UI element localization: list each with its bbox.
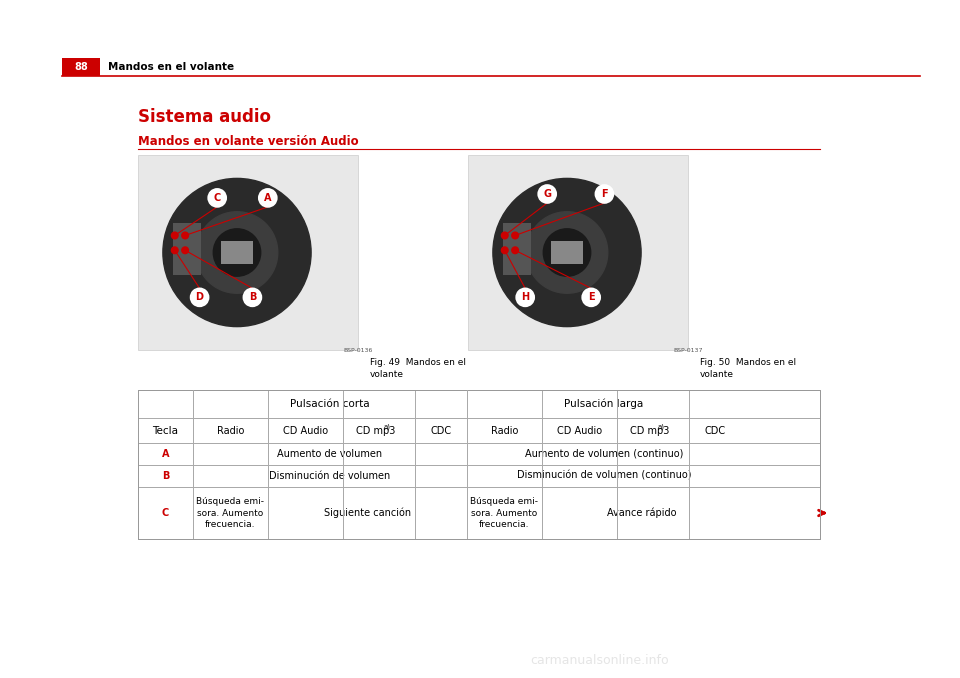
Text: Radio: Radio xyxy=(217,426,244,435)
Circle shape xyxy=(539,185,556,203)
Text: A: A xyxy=(161,449,169,459)
Text: C: C xyxy=(213,193,221,203)
Text: Búsqueda emi-
sora. Aumento
frecuencia.: Búsqueda emi- sora. Aumento frecuencia. xyxy=(470,498,539,529)
Text: Disminución de volumen (continuo): Disminución de volumen (continuo) xyxy=(516,471,691,481)
Circle shape xyxy=(582,288,600,306)
Text: Siguiente canción: Siguiente canción xyxy=(324,508,411,518)
Text: G: G xyxy=(543,189,551,199)
Circle shape xyxy=(543,228,590,276)
Circle shape xyxy=(526,212,608,294)
Text: CDC: CDC xyxy=(705,426,726,435)
FancyBboxPatch shape xyxy=(468,155,688,350)
Text: Pulsación larga: Pulsación larga xyxy=(564,399,643,410)
Circle shape xyxy=(191,288,208,306)
FancyBboxPatch shape xyxy=(221,241,253,264)
Text: A: A xyxy=(264,193,272,203)
Text: H: H xyxy=(521,292,529,302)
Circle shape xyxy=(516,288,534,306)
Text: Tecla: Tecla xyxy=(153,426,179,435)
Circle shape xyxy=(172,247,179,254)
Circle shape xyxy=(512,247,518,254)
Circle shape xyxy=(163,178,311,327)
Circle shape xyxy=(259,189,276,207)
Text: a): a) xyxy=(658,423,664,430)
Text: BSP-0137: BSP-0137 xyxy=(673,348,703,353)
Text: 88: 88 xyxy=(74,62,88,72)
Text: CD Audio: CD Audio xyxy=(283,426,328,435)
Text: Mandos en el volante: Mandos en el volante xyxy=(108,62,234,72)
Text: CD mp3: CD mp3 xyxy=(356,426,396,435)
Circle shape xyxy=(172,232,179,239)
Text: Tecla: Tecla xyxy=(153,426,179,435)
Circle shape xyxy=(244,288,261,306)
Text: E: E xyxy=(588,292,594,302)
Text: carmanualsonline.info: carmanualsonline.info xyxy=(531,654,669,666)
Text: Mandos en volante versión Audio: Mandos en volante versión Audio xyxy=(138,135,359,148)
FancyBboxPatch shape xyxy=(551,241,584,264)
Circle shape xyxy=(208,189,227,207)
Text: Aumento de volumen: Aumento de volumen xyxy=(277,449,383,459)
FancyBboxPatch shape xyxy=(467,391,740,418)
Text: Fig. 50  Mandos en el
volante: Fig. 50 Mandos en el volante xyxy=(700,358,796,379)
FancyBboxPatch shape xyxy=(138,390,820,539)
Text: C: C xyxy=(162,508,169,518)
Text: CD mp3: CD mp3 xyxy=(631,426,670,435)
FancyBboxPatch shape xyxy=(502,223,531,275)
Text: B: B xyxy=(249,292,256,302)
Text: Pulsación corta: Pulsación corta xyxy=(290,399,370,409)
Circle shape xyxy=(157,446,174,462)
Circle shape xyxy=(157,468,174,484)
Text: Sistema audio: Sistema audio xyxy=(138,108,271,126)
Text: Pulsación corta: Pulsación corta xyxy=(290,399,370,409)
Text: Fig. 49  Mandos en el
volante: Fig. 49 Mandos en el volante xyxy=(370,358,466,379)
Text: Radio: Radio xyxy=(491,426,518,435)
Circle shape xyxy=(492,178,641,327)
Text: Disminución de volumen: Disminución de volumen xyxy=(270,471,391,481)
Text: Pulsación larga: Pulsación larga xyxy=(564,399,643,410)
Circle shape xyxy=(501,247,508,254)
Circle shape xyxy=(157,505,174,521)
Text: a): a) xyxy=(383,423,391,430)
Text: B: B xyxy=(162,471,169,481)
Text: CD Audio: CD Audio xyxy=(557,426,602,435)
Circle shape xyxy=(213,228,261,276)
Text: F: F xyxy=(601,189,608,199)
Circle shape xyxy=(181,232,188,239)
Circle shape xyxy=(501,232,508,239)
FancyBboxPatch shape xyxy=(173,223,201,275)
Text: CDC: CDC xyxy=(430,426,451,435)
Text: BSP-0136: BSP-0136 xyxy=(343,348,372,353)
FancyBboxPatch shape xyxy=(62,58,100,76)
Text: Aumento de volumen (continuo): Aumento de volumen (continuo) xyxy=(525,449,684,459)
Circle shape xyxy=(181,247,188,254)
Text: Búsqueda emi-
sora. Aumento
frecuencia.: Búsqueda emi- sora. Aumento frecuencia. xyxy=(197,498,265,529)
FancyBboxPatch shape xyxy=(193,391,467,418)
FancyBboxPatch shape xyxy=(138,155,358,350)
Circle shape xyxy=(512,232,518,239)
FancyBboxPatch shape xyxy=(138,391,193,443)
Text: D: D xyxy=(196,292,204,302)
Text: Avance rápido: Avance rápido xyxy=(607,508,676,518)
Circle shape xyxy=(196,212,277,294)
Circle shape xyxy=(595,185,613,203)
